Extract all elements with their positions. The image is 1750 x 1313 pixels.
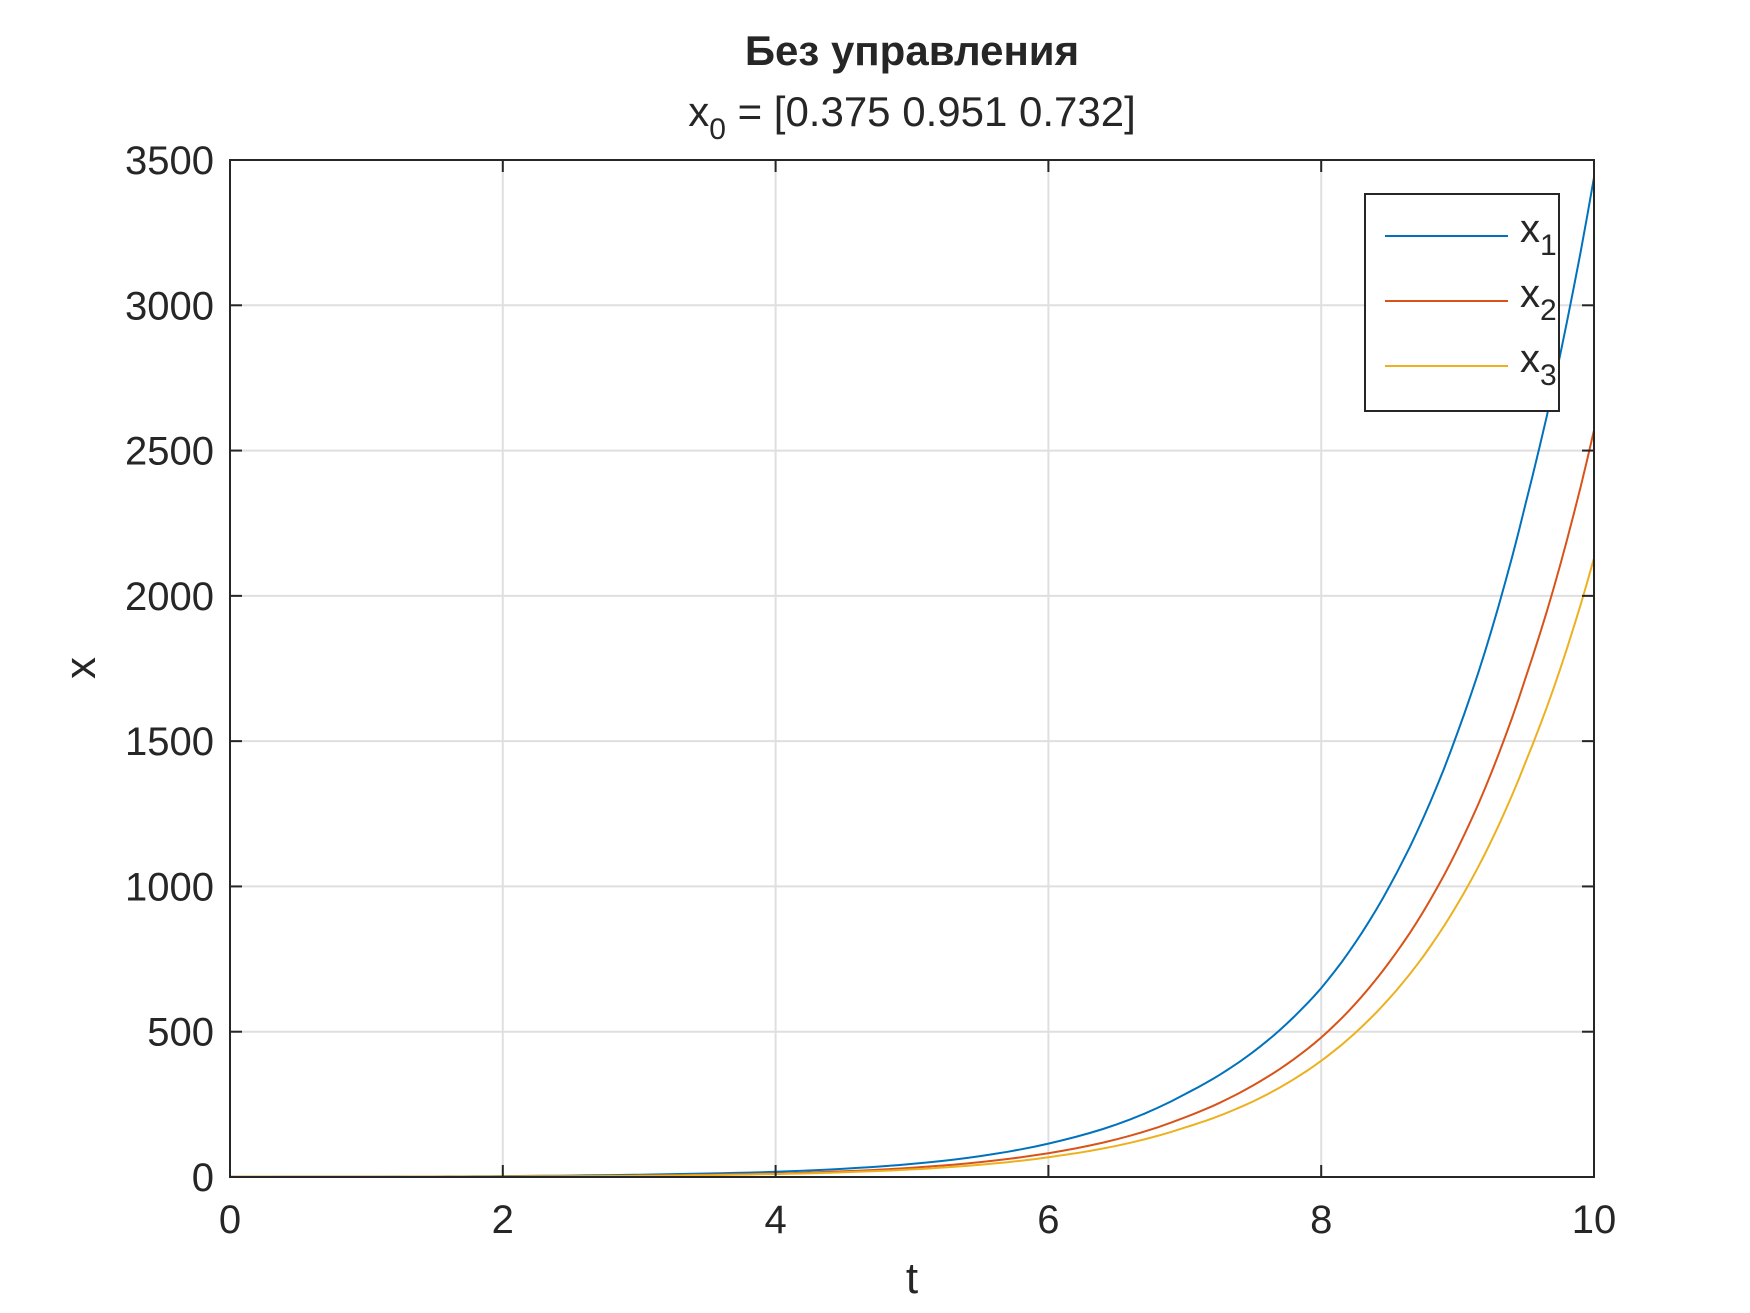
y-tick-label: 1000	[125, 865, 214, 909]
y-tick-label: 2000	[125, 575, 214, 619]
x-tick-label: 4	[764, 1198, 786, 1242]
legend-label-x1: x1	[1520, 207, 1557, 262]
x-tick-label: 0	[219, 1198, 241, 1242]
x-tick-label: 10	[1572, 1198, 1617, 1242]
chart-subtitle: x0 = [0.375 0.951 0.732]	[688, 88, 1136, 146]
series-line-x3	[230, 557, 1595, 1178]
x-tick-label: 2	[492, 1198, 514, 1242]
subtitle-subscript: 0	[709, 113, 726, 146]
legend: x1 x2 x3	[1364, 193, 1560, 412]
y-tick-label: 2500	[125, 430, 214, 474]
y-tick-label: 1500	[125, 720, 214, 764]
plot-area-frame	[229, 159, 1595, 1178]
subtitle-x: x	[688, 88, 709, 135]
y-tick-label: 3500	[125, 139, 214, 183]
legend-box	[1364, 193, 1560, 412]
series-line-x2	[230, 429, 1595, 1178]
y-axis-label: x	[56, 657, 105, 679]
x-axis-label: t	[906, 1254, 918, 1303]
y-tick-label: 500	[147, 1011, 214, 1055]
x-tick-label: 6	[1037, 1198, 1059, 1242]
y-tick-label: 3000	[125, 284, 214, 328]
legend-items: x1 x2 x3	[1385, 207, 1557, 392]
chart-title: Без управления	[745, 27, 1079, 74]
y-tick-label: 0	[192, 1156, 214, 1200]
legend-label-x3: x3	[1520, 337, 1557, 392]
legend-label-x2: x2	[1520, 272, 1557, 327]
x-tick-label: 8	[1310, 1198, 1332, 1242]
subtitle-rest: = [0.375 0.951 0.732]	[726, 88, 1136, 135]
axis-ticks: 0 2 4 6 8 10 0 500 1000 1500 2000 2500 3000 3500	[125, 139, 1616, 1242]
